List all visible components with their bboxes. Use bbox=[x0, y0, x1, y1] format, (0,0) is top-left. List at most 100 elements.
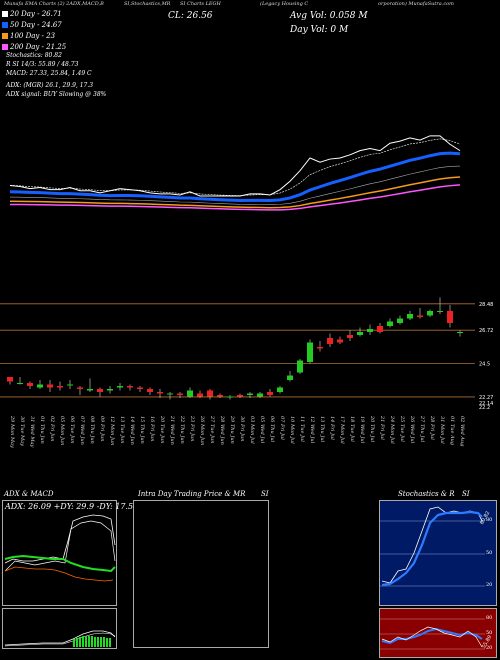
day-vol: Day Vol: 0 M bbox=[290, 25, 349, 35]
date-label: 20 Tue Jun bbox=[159, 415, 165, 444]
date-label: 26 Wed Jul bbox=[409, 415, 415, 444]
date-label: 25 Tue Jul bbox=[399, 415, 405, 442]
ema100-label: 100 Day - 23 bbox=[10, 31, 56, 40]
date-label: 28 Wed Jun bbox=[219, 415, 225, 445]
candle-body bbox=[417, 315, 423, 317]
adx-panel-values: ADX: 26.09 +DY: 29.9 -DY: 17.53 bbox=[5, 502, 139, 511]
date-label: 11 Tue Jul bbox=[299, 416, 305, 442]
date-label: 27 Tue Jun bbox=[209, 415, 215, 444]
date-labels: 29 Mon May 30 Tue May 31 Wed May 01 Thu Jun… bbox=[9, 415, 465, 448]
candle-body bbox=[317, 347, 323, 349]
date-label: 14 Wed Jun bbox=[129, 416, 135, 445]
plus-di-line bbox=[4, 554, 116, 573]
candle-body bbox=[167, 393, 173, 395]
ema20-swatch bbox=[2, 10, 8, 17]
intra-panel-si: SI bbox=[261, 490, 269, 498]
candle-body bbox=[357, 332, 363, 335]
close-label: CL: 26.56 bbox=[168, 11, 213, 21]
date-label: 28 Fri Jul bbox=[429, 415, 435, 440]
candle-body bbox=[287, 375, 293, 380]
header-left: Munafa EMA Charts (2) 2ADX,MACD,B bbox=[4, 1, 104, 7]
date-label: 31 Mon Jul bbox=[439, 416, 445, 444]
candle-body bbox=[57, 386, 63, 388]
date-label: 27 Thu Jul bbox=[419, 415, 425, 443]
stoch-panel-title: Stochastics & R bbox=[398, 490, 455, 498]
adx-panel: ADX: 26.09 +DY: 29.9 -DY: 17.53 bbox=[2, 500, 138, 606]
candles bbox=[7, 297, 463, 400]
price-level-label: 24.5 bbox=[479, 362, 490, 368]
rsi-lines bbox=[380, 618, 485, 650]
date-label: 12 Wed Jul bbox=[309, 416, 315, 444]
ema100-item: 100 Day - 23 bbox=[2, 30, 66, 41]
avg-vol: Avg Vol: 0.058 M bbox=[290, 11, 368, 21]
date-label: 03 Mon Jul bbox=[249, 416, 255, 444]
price-level-label: 26.72 bbox=[479, 328, 493, 334]
adx-line-a bbox=[4, 514, 116, 564]
price-level-label: 22.27 bbox=[479, 395, 493, 401]
ema50-swatch bbox=[2, 21, 8, 28]
stoch-d-line bbox=[381, 510, 483, 587]
date-label: 23 Fri Jun bbox=[189, 415, 195, 441]
adx-value: ADX: (MGR) 26.1, 29.9, 17.3 bbox=[6, 82, 94, 89]
ema-legend: 20 Day - 26.71 50 Day - 24.67 100 Day - … bbox=[2, 8, 66, 52]
candle-body bbox=[127, 386, 133, 388]
candle-body bbox=[427, 311, 433, 316]
date-label: 05 Mon Jun bbox=[59, 416, 65, 445]
candle-body bbox=[177, 393, 183, 395]
ema50-label: 50 Day - 24.67 bbox=[10, 20, 62, 29]
ema-mid-line bbox=[9, 165, 461, 206]
macd-panel bbox=[2, 608, 117, 649]
date-label: 07 Wed Jun bbox=[79, 416, 85, 445]
candle-body bbox=[367, 329, 373, 332]
candle-body bbox=[87, 389, 93, 391]
candle-body bbox=[147, 389, 153, 392]
stoch-panel-si: SI bbox=[462, 490, 470, 498]
candle-body bbox=[347, 335, 353, 338]
adx-lines bbox=[4, 514, 116, 582]
candle-body bbox=[307, 342, 313, 362]
header-mid2: SI Charts LEGH bbox=[180, 1, 221, 7]
candle-body bbox=[457, 332, 463, 333]
candle-body bbox=[247, 393, 253, 395]
macd-line bbox=[4, 630, 116, 646]
ema200-swatch bbox=[2, 43, 8, 50]
date-label: 31 Wed May bbox=[29, 416, 35, 448]
candle-body bbox=[47, 384, 53, 388]
candle-body bbox=[187, 390, 193, 397]
candle-body bbox=[107, 389, 113, 391]
date-label: 21 Fri Jul bbox=[379, 415, 385, 440]
header-mid: SI,Stochastics,MR bbox=[124, 1, 171, 7]
ema20-label: 20 Day - 26.71 bbox=[10, 9, 62, 18]
stoch-tick-80: 80 bbox=[486, 517, 493, 523]
candle-body bbox=[97, 389, 103, 392]
candle-body bbox=[67, 384, 73, 386]
candle-body bbox=[277, 387, 283, 392]
date-label: 09 Fri Jun bbox=[99, 416, 105, 441]
ema200-line bbox=[9, 184, 461, 211]
ema200-label: 200 Day - 21.25 bbox=[10, 42, 67, 51]
candle-body bbox=[377, 326, 383, 332]
date-label: 13 Thu Jul bbox=[319, 416, 325, 443]
candle-body bbox=[387, 321, 393, 326]
date-label: 01 Tue Aug bbox=[449, 416, 455, 445]
candle-body bbox=[337, 339, 343, 343]
stoch-panel: 80 50 20 80.82 bbox=[379, 500, 497, 606]
date-label: 30 Fri Jun bbox=[239, 416, 245, 441]
candle-body bbox=[77, 387, 83, 389]
candle-body bbox=[237, 395, 243, 397]
candle-body bbox=[297, 360, 303, 373]
rsi-value: R SI 14/3: 55.89 / 48.73 bbox=[6, 61, 79, 68]
header-right2: orporation) MunafaSutra.com bbox=[378, 1, 454, 7]
date-label: 06 Tue Jun bbox=[69, 416, 75, 444]
adx-line-b bbox=[4, 520, 116, 572]
candle-body bbox=[397, 318, 403, 323]
date-label: 08 Thu Jun bbox=[89, 416, 95, 444]
date-label: 02 Wed Aug bbox=[459, 416, 465, 446]
stoch-k-line bbox=[381, 506, 483, 584]
intraday-panel bbox=[133, 500, 269, 648]
candle-body bbox=[137, 387, 143, 389]
date-label: 15 Thu Jun bbox=[139, 416, 145, 444]
rsi-panel: 80 50 20 55.89 bbox=[379, 608, 497, 658]
